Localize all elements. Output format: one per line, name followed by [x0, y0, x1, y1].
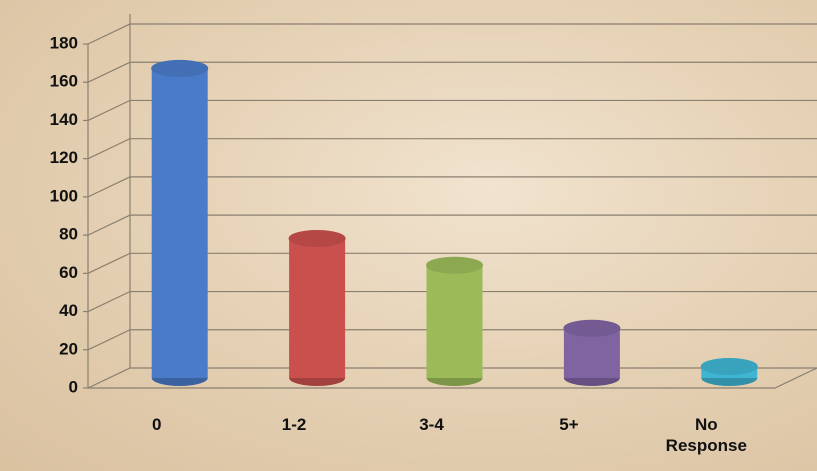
- y-tick-label: 40: [59, 301, 78, 320]
- grid-line: [87, 290, 817, 313]
- y-tick-label: 0: [69, 377, 78, 396]
- bar-cap: [151, 59, 209, 77]
- bar: [151, 68, 208, 379]
- x-tick-label: 5+: [559, 415, 579, 434]
- bar: [426, 265, 483, 378]
- y-tick-label: 100: [50, 186, 78, 205]
- bar: [289, 238, 346, 378]
- y-tick-label: 20: [59, 339, 78, 358]
- y-tick-label: 180: [50, 33, 78, 52]
- grid-line: [87, 176, 817, 198]
- floor-edge: [88, 367, 817, 389]
- x-tick-label: No Response: [665, 415, 747, 455]
- x-tick-label: 0: [151, 415, 162, 434]
- y-tick-label: 60: [59, 263, 78, 282]
- grid-line: [87, 252, 817, 274]
- grid-line: [87, 99, 817, 121]
- y-tick-label: 120: [50, 148, 78, 167]
- bar-cap: [426, 256, 483, 274]
- bar-cap: [700, 358, 758, 376]
- bar-cap: [563, 319, 621, 337]
- y-tick-label: 160: [50, 72, 78, 91]
- bar-cap: [288, 229, 346, 247]
- grid-line: [87, 214, 817, 236]
- grid-line: [87, 23, 817, 45]
- y-tick-label: 80: [59, 225, 78, 244]
- grid-line: [87, 61, 817, 83]
- x-tick-label: 1-2: [281, 415, 307, 434]
- y-tick-label: 140: [50, 110, 78, 129]
- grid-line: [87, 138, 817, 160]
- x-tick-label: 3-4: [419, 415, 444, 434]
